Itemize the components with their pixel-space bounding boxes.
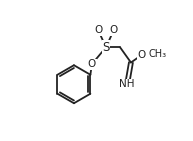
Text: O: O: [88, 59, 96, 69]
Text: CH₃: CH₃: [149, 49, 167, 59]
Text: O: O: [94, 26, 102, 36]
Text: S: S: [102, 41, 110, 54]
Text: O: O: [109, 26, 118, 36]
Text: O: O: [138, 50, 146, 60]
Text: NH: NH: [119, 79, 135, 89]
